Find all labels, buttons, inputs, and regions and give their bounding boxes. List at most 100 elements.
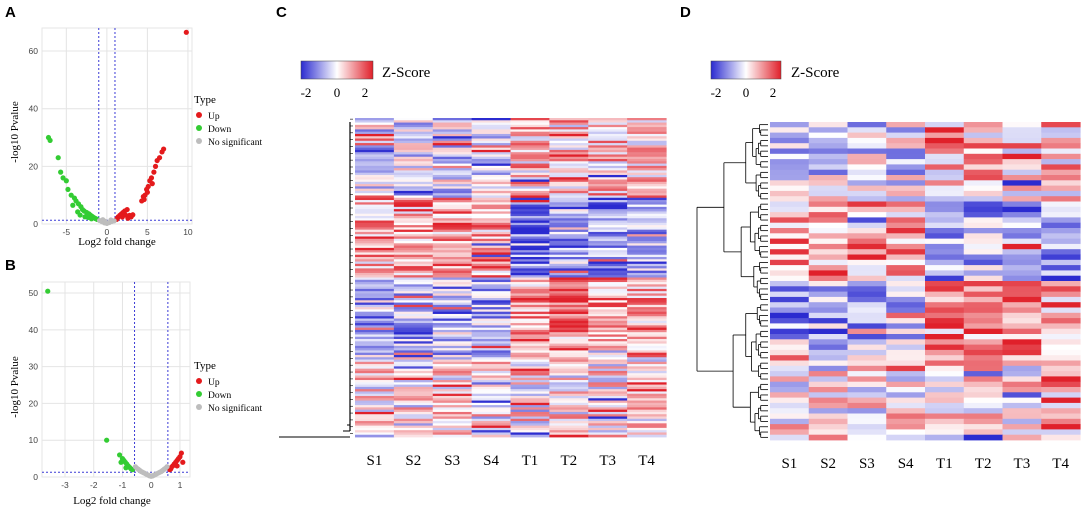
- heatmap-cell: [471, 284, 512, 288]
- heatmap-cell: [510, 421, 550, 424]
- heatmap-cell: [393, 407, 434, 411]
- heatmap-cell: [549, 323, 589, 326]
- heatmap-cell: [510, 373, 550, 376]
- heatmap-cell: [627, 131, 667, 135]
- heatmap-cell: [847, 397, 887, 404]
- heatmap-cell: [355, 389, 395, 392]
- heatmap-cell: [1041, 243, 1081, 250]
- heatmap-cell: [393, 427, 434, 431]
- heatmap-cell: [393, 432, 434, 436]
- heatmap-cell: [355, 277, 395, 281]
- heatmap-cell: [355, 391, 395, 395]
- heatmap-cell: [471, 307, 512, 310]
- heatmap-cell: [393, 341, 434, 344]
- heatmap-cell: [510, 156, 550, 160]
- heatmap-cell: [588, 332, 628, 335]
- heatmap-cell: [355, 120, 395, 123]
- heatmap-cell: [393, 143, 434, 146]
- heatmap-cell: [963, 365, 1004, 372]
- heatmap-cell: [808, 122, 849, 128]
- heatmap-cell: [549, 418, 589, 422]
- heatmap-cell: [510, 288, 550, 292]
- heatmap-cell: [471, 380, 512, 383]
- heatmap-cell: [432, 416, 473, 420]
- heatmap-cell: [925, 217, 965, 224]
- heatmap-cell: [471, 259, 512, 262]
- heatmap-cell: [393, 434, 434, 438]
- heatmap-cell: [588, 295, 628, 299]
- heatmap-cell: [355, 197, 395, 201]
- heatmap-cell: [355, 402, 395, 406]
- heatmap-cell: [510, 179, 550, 183]
- heatmap-cell: [770, 296, 810, 303]
- heatmap-cell: [627, 243, 667, 246]
- heatmap-cell: [432, 309, 473, 313]
- heatmap-cell: [355, 163, 395, 167]
- heatmap-cell: [808, 185, 849, 192]
- heatmap-cell: [393, 136, 434, 139]
- heatmap-cell: [627, 336, 667, 340]
- heatmap-cell: [393, 364, 434, 367]
- heatmap-cell: [963, 397, 1004, 404]
- heatmap-cell: [963, 169, 1004, 176]
- heatmap-cell: [627, 414, 667, 417]
- heatmap-cell: [1041, 190, 1081, 197]
- heatmap-cell: [432, 400, 473, 404]
- heatmap-cell: [471, 348, 512, 351]
- heatmap-cell: [627, 193, 667, 196]
- heatmap-cell: [925, 159, 965, 165]
- heatmap-cell: [549, 204, 589, 208]
- heatmap-cell: [886, 222, 926, 229]
- y-tick-label: 50: [29, 288, 39, 298]
- heatmap-cell: [510, 277, 550, 281]
- heatmap-cell: [588, 323, 628, 326]
- heatmap-cell: [925, 413, 965, 420]
- heatmap-cell: [510, 364, 550, 367]
- heatmap-cell: [588, 384, 628, 388]
- heatmap-cell: [1002, 334, 1042, 340]
- heatmap-cell: [770, 270, 810, 277]
- heatmap-cell: [627, 188, 667, 192]
- heatmap-cell: [925, 376, 965, 383]
- heatmap-cell: [847, 180, 887, 186]
- heatmap-cell: [627, 293, 667, 297]
- heatmap-cell: [925, 275, 965, 282]
- heatmap-cell: [627, 277, 667, 281]
- heatmap-cell: [355, 373, 395, 376]
- heatmap-cell: [1041, 376, 1081, 383]
- heatmap-cell: [510, 395, 550, 399]
- column-labels: S1 S2 S3 S4 T1 T2 T3 T4: [781, 456, 1069, 472]
- heatmap-cell: [393, 165, 434, 169]
- heatmap-cell: [355, 152, 395, 155]
- heatmap-cell: [627, 136, 667, 139]
- heatmap-cell: [549, 159, 589, 162]
- legend-marker-down: [196, 125, 202, 131]
- heatmap-cell: [549, 250, 589, 253]
- heatmap-cell: [510, 284, 550, 288]
- heatmap-cell: [510, 254, 550, 258]
- grid: [41, 281, 191, 478]
- heatmap-cell: [1041, 344, 1081, 351]
- heatmap-cell: [627, 307, 667, 310]
- heatmap-cell: [963, 148, 1004, 155]
- heatmap-cell: [1002, 376, 1042, 383]
- heatmap-cell: [549, 156, 589, 160]
- heatmap-cell: [1041, 355, 1081, 361]
- heatmap-cell: [510, 329, 550, 333]
- heatmap-cell: [393, 168, 434, 171]
- heatmap-cell: [963, 196, 1004, 202]
- heatmap-cell: [627, 256, 667, 260]
- heatmap-cell: [770, 143, 810, 149]
- heatmap-cell: [355, 270, 395, 274]
- heatmap-cell: [1041, 249, 1081, 255]
- heatmap-cell: [627, 202, 667, 205]
- heatmap-cell: [847, 296, 887, 303]
- heatmap-cell: [549, 302, 589, 306]
- heatmap-cell: [432, 366, 473, 370]
- heatmap-cell: [886, 175, 926, 181]
- heatmap-cell: [510, 345, 550, 349]
- heatmap-cell: [588, 279, 628, 283]
- heatmap-cell: [393, 414, 434, 417]
- heatmap-cell: [471, 382, 512, 385]
- heatmap-cell: [770, 254, 810, 261]
